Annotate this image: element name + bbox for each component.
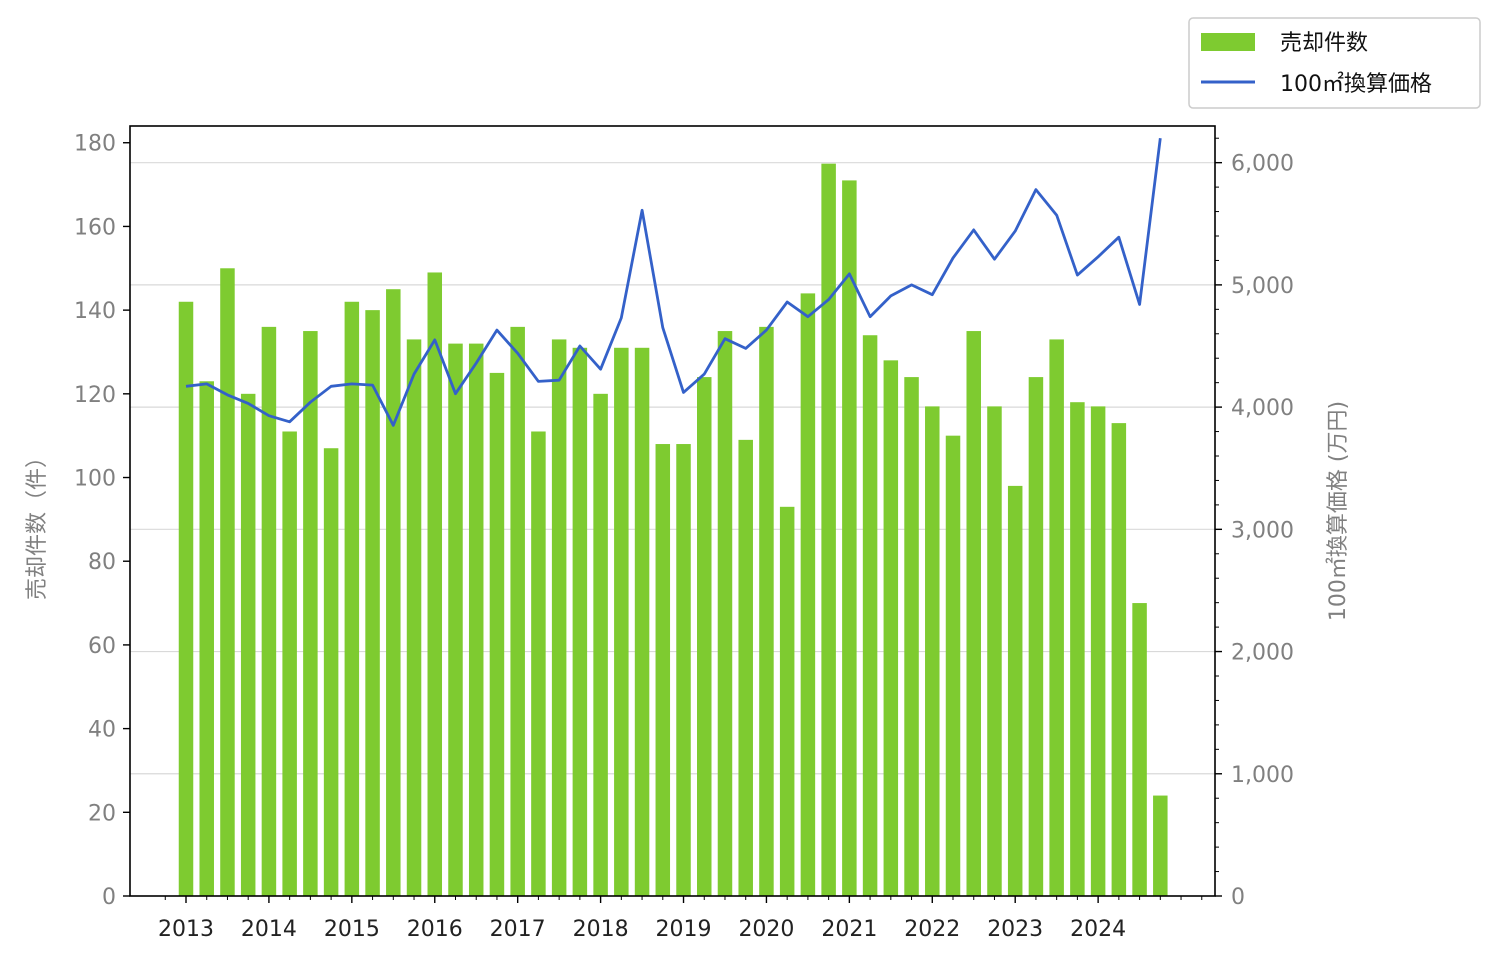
x-tick-label: 2024: [1070, 917, 1126, 942]
left-y-axis: 0 20 40 60 80 100 120 140 160 180: [74, 132, 130, 910]
left-tick-label: 140: [74, 299, 116, 324]
right-tick-label: 1,000: [1231, 763, 1294, 788]
bar: [282, 431, 297, 896]
legend-bar-swatch: [1201, 33, 1255, 51]
bar: [883, 360, 899, 896]
left-tick-label: 40: [88, 718, 116, 743]
bar: [551, 339, 567, 896]
bar: [386, 289, 401, 896]
left-tick-label: 0: [102, 885, 116, 910]
bar-series: [178, 163, 1168, 897]
bar: [531, 431, 546, 896]
left-tick-label: 120: [74, 383, 116, 408]
bar: [448, 343, 463, 896]
right-tick-label: 0: [1231, 885, 1245, 910]
bar: [240, 393, 256, 896]
bar: [759, 326, 774, 896]
bar: [925, 406, 940, 896]
right-tick-label: 3,000: [1231, 518, 1294, 543]
bar: [593, 393, 608, 896]
bar: [634, 347, 650, 897]
bar: [862, 335, 878, 896]
bar: [261, 326, 277, 896]
bar: [489, 372, 505, 896]
left-tick-label: 180: [74, 132, 116, 157]
bar: [676, 444, 691, 896]
x-tick-label: 2016: [407, 917, 463, 942]
left-tick-label: 160: [74, 215, 116, 240]
bar: [303, 331, 318, 897]
bar: [717, 331, 733, 897]
bar: [614, 347, 629, 897]
bar: [1028, 377, 1044, 897]
bar: [779, 506, 795, 896]
bar: [966, 331, 981, 897]
bar: [738, 439, 753, 896]
bar: [821, 163, 836, 897]
x-tick-label: 2014: [241, 917, 297, 942]
x-tick-label: 2017: [490, 917, 546, 942]
left-tick-label: 100: [74, 467, 116, 492]
x-tick-label: 2021: [821, 917, 877, 942]
x-tick-label: 2020: [738, 917, 794, 942]
plot-frame: [129, 125, 1216, 897]
legend-bar-label: 売却件数: [1280, 31, 1368, 56]
bar: [655, 444, 671, 896]
x-tick-label: 2023: [987, 917, 1043, 942]
x-axis: 2013 2014 2015 2016 2017 2018 2019 2020 2021 2022…: [158, 896, 1203, 942]
bar: [1111, 423, 1127, 896]
bar: [427, 272, 443, 896]
bar: [697, 377, 712, 897]
bar: [406, 339, 422, 896]
x-tick-label: 2022: [904, 917, 960, 942]
bar: [199, 381, 214, 896]
bar: [344, 301, 360, 896]
bar: [800, 293, 816, 896]
right-y-axis: 0 1,000 2,000 3,000 4,000 5,000 6,000: [1215, 137, 1294, 910]
right-tick-label: 4,000: [1231, 396, 1294, 421]
right-tick-label: 6,000: [1231, 152, 1294, 177]
bar: [842, 180, 857, 897]
bar: [904, 377, 919, 897]
bar: [1090, 406, 1106, 896]
x-tick-label: 2015: [324, 917, 380, 942]
bar: [1007, 485, 1023, 896]
right-tick-label: 5,000: [1231, 274, 1294, 299]
bar: [178, 301, 194, 896]
bar: [468, 343, 484, 896]
right-y-axis-title: 100㎡換算価格 (万円): [1325, 401, 1351, 621]
left-tick-label: 60: [88, 634, 116, 659]
bar: [1153, 795, 1168, 896]
legend-box: [1188, 17, 1481, 109]
bar: [510, 326, 525, 896]
right-tick-label: 2,000: [1231, 641, 1294, 666]
left-tick-label: 80: [88, 550, 116, 575]
bar: [987, 406, 1002, 896]
bar: [323, 448, 339, 896]
bar: [1070, 402, 1085, 896]
left-y-axis-title: 売却件数（件）: [25, 446, 50, 600]
line-series: [185, 138, 1162, 427]
series-line: [185, 138, 1162, 427]
x-tick-label: 2019: [656, 917, 712, 942]
left-tick-label: 20: [88, 801, 116, 826]
bar: [220, 268, 235, 897]
x-tick-label: 2018: [573, 917, 629, 942]
bar: [1049, 339, 1064, 896]
bar: [945, 435, 961, 896]
x-tick-label: 2013: [158, 917, 214, 942]
bar: [1132, 603, 1147, 896]
legend: 売却件数 100㎡換算価格: [1188, 17, 1481, 109]
legend-line-label: 100㎡換算価格: [1280, 71, 1432, 97]
bar: [572, 347, 588, 897]
bar: [365, 310, 380, 896]
